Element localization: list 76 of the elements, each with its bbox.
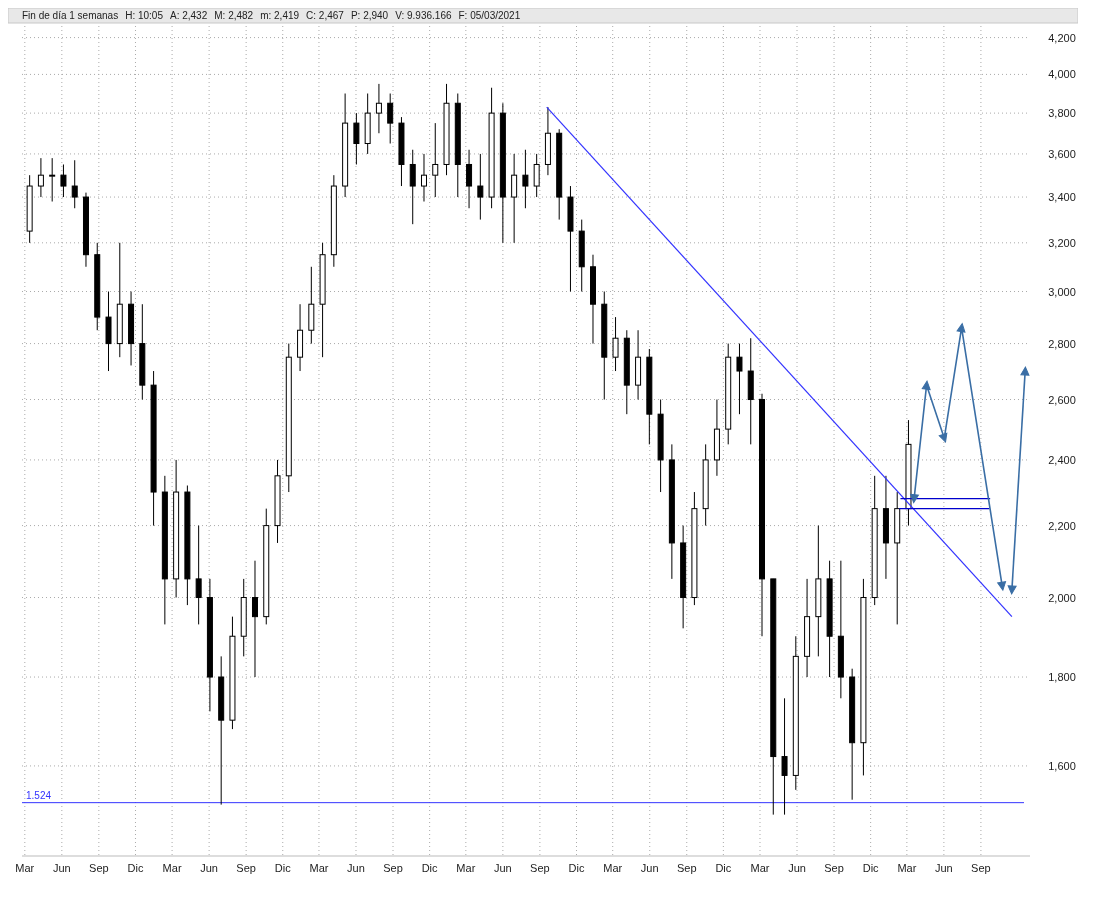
point xyxy=(997,581,1007,591)
x-tick-label: Sep xyxy=(530,862,550,874)
candlestick xyxy=(49,157,56,203)
text: P: 2,940 xyxy=(350,10,389,21)
y-tick-label: 3,000 xyxy=(1048,285,1076,298)
candlestick xyxy=(781,697,788,816)
x-tick-label: Mar xyxy=(162,862,182,874)
y-tick-label: 4,000 xyxy=(1048,68,1076,81)
candlestick xyxy=(612,316,619,372)
x-tick-label: Mar xyxy=(15,862,35,874)
candlestick xyxy=(353,112,360,165)
x-tick-label: Mar xyxy=(456,862,476,874)
candlestick xyxy=(409,149,416,225)
text: V: 9.936.166 xyxy=(395,10,452,21)
x-tick-label: Dic xyxy=(568,862,585,874)
x-tick-label: Mar xyxy=(750,862,770,874)
x-tick-label: Sep xyxy=(824,862,844,874)
text: C: 2,467 xyxy=(306,10,345,21)
x-tick-label: Mar xyxy=(897,862,917,874)
candlestick xyxy=(466,149,473,209)
x-tick-label: Jun xyxy=(640,862,659,874)
candlestick xyxy=(60,163,67,198)
y-tick-label: 3,400 xyxy=(1048,191,1076,204)
text: M: 2,482 xyxy=(214,10,254,21)
point xyxy=(910,493,920,504)
y-tick-label: 1,800 xyxy=(1048,671,1076,684)
y-tick-label: 1,600 xyxy=(1048,759,1076,772)
candlestick xyxy=(251,560,258,678)
x-tick-label: Jun xyxy=(935,862,953,874)
x-tick-label: Jun xyxy=(52,862,71,874)
x-tick-label: Dic xyxy=(715,862,732,874)
point xyxy=(921,380,931,391)
candlestick xyxy=(387,93,394,145)
candlestick xyxy=(71,159,78,209)
point xyxy=(938,432,948,443)
y-tick-label: 3,600 xyxy=(1048,147,1076,160)
text: H: 10:05 xyxy=(125,10,164,21)
y-tick-label: 4,200 xyxy=(1048,31,1076,44)
candlestick xyxy=(533,153,540,198)
x-tick-label: Dic xyxy=(862,862,880,874)
x-tick-label: Jun xyxy=(200,862,218,874)
x-tick-label: Dic xyxy=(421,862,439,874)
y-tick-label: 2,600 xyxy=(1048,393,1076,406)
y-tick-label: 3,200 xyxy=(1048,236,1076,249)
x-tick-label: Sep xyxy=(383,862,403,874)
text: A: 2,432 xyxy=(169,10,208,21)
chart-title: Fin de día 1 semanas xyxy=(22,10,119,21)
point xyxy=(956,323,966,333)
x-tick-label: Dic xyxy=(127,862,144,874)
candlestick xyxy=(37,157,44,198)
y-tick-label: 2,800 xyxy=(1048,337,1076,350)
x-tick-label: Mar xyxy=(603,862,623,874)
candlestick xyxy=(375,83,382,134)
candlestick xyxy=(736,343,743,415)
x-tick-label: Sep xyxy=(971,862,991,874)
x-tick-label: Jun xyxy=(788,862,806,874)
y-tick-label: 3,800 xyxy=(1048,107,1076,120)
x-tick-label: Sep xyxy=(676,862,697,874)
x-tick-label: Sep xyxy=(89,862,109,874)
x-tick-label: Sep xyxy=(236,862,256,874)
candlestick xyxy=(477,153,484,221)
candlestick xyxy=(432,122,439,198)
candlestick xyxy=(522,149,529,209)
candlestick xyxy=(195,525,202,625)
candlestick xyxy=(420,153,427,203)
x-tick-label: Jun xyxy=(347,862,365,874)
y-tick-label: 2,200 xyxy=(1048,519,1076,532)
x-tick-label: Dic xyxy=(274,862,292,874)
y-tick-label: 2,400 xyxy=(1048,453,1076,466)
text: F: 05/03/2021 xyxy=(458,10,521,21)
y-tick-label: 2,000 xyxy=(1048,591,1076,604)
annotation: 1.524 xyxy=(26,789,52,801)
x-tick-label: Mar xyxy=(309,862,329,874)
text: m: 2,419 xyxy=(260,10,300,21)
candlestick xyxy=(511,153,518,244)
x-tick-label: Jun xyxy=(493,862,512,874)
